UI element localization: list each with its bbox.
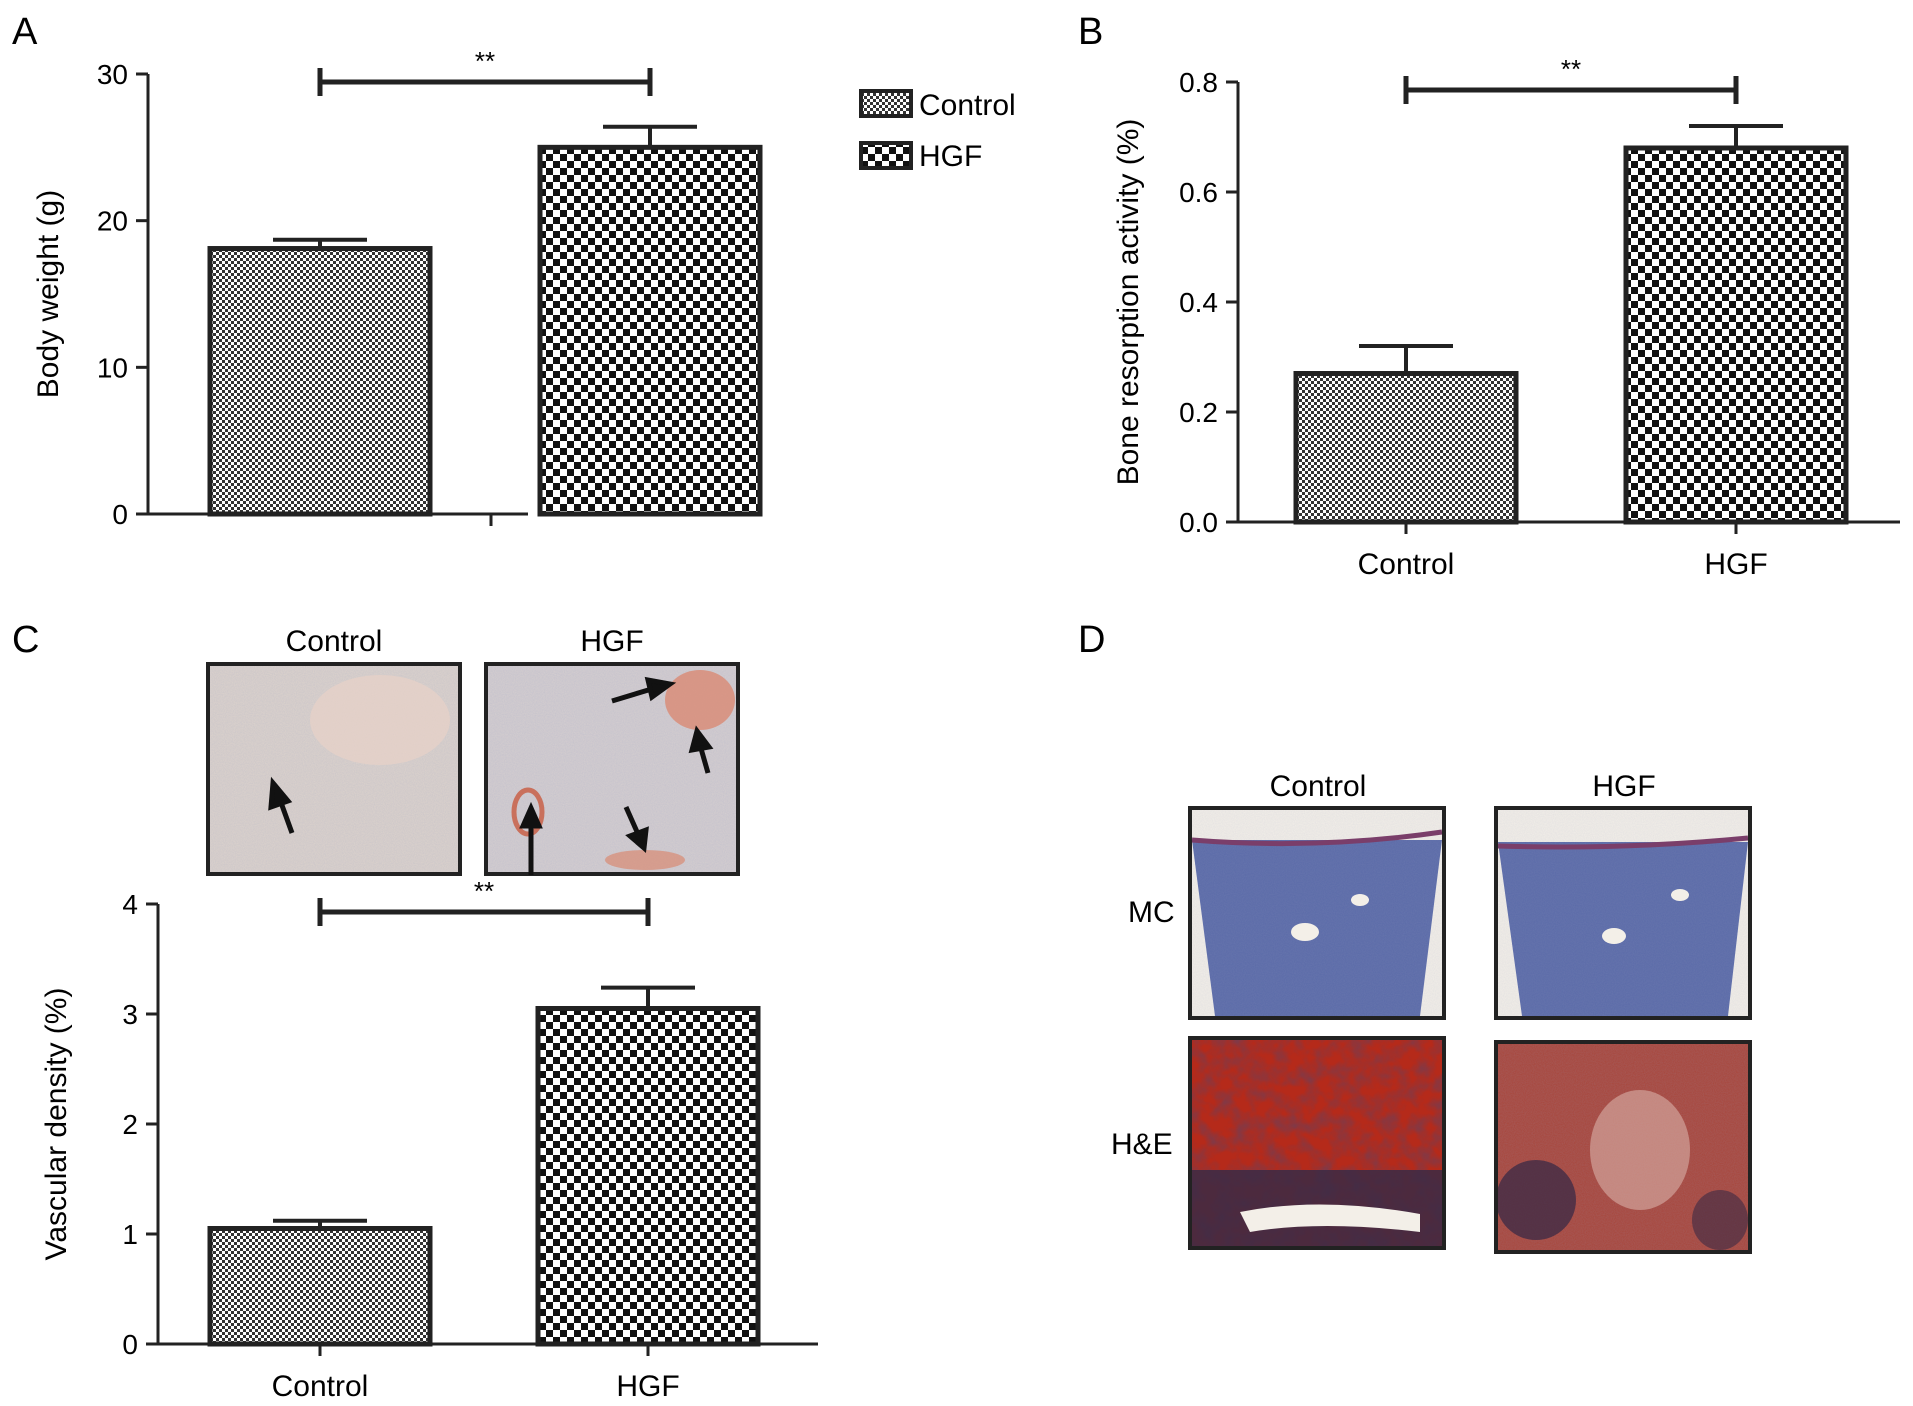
legend-swatch-control [859,89,913,118]
ihc-image-hgf [484,662,740,876]
legend: Control HGF [859,89,1016,173]
x-category-label: Control [272,1370,369,1403]
y-tick-label: 20 [97,206,128,237]
chart-vascular-density: 0 1 2 3 4 Vascular density (%) Control HGF ** [40,876,818,1403]
arrow-icon [519,676,714,875]
y-tick-label: 10 [97,352,128,383]
significance-label: ** [1561,54,1581,84]
column-title-hgf: HGF [1592,770,1655,803]
y-tick-label: 0.2 [1179,397,1218,428]
bar-hgf [537,144,763,517]
x-category-label: Control [1358,548,1455,581]
y-tick-label: 0.8 [1179,67,1218,98]
bar-hgf [535,1006,761,1347]
significance-label: ** [475,46,495,76]
y-tick-label: 3 [122,999,138,1030]
legend-label-hgf: HGF [919,140,982,173]
column-title-control: Control [1270,770,1367,803]
y-tick-label: 4 [122,889,138,920]
panel-label-b: B [1078,11,1103,53]
y-tick-label: 30 [97,59,128,90]
mc-image-control [1188,806,1446,1020]
y-tick-label: 0 [112,499,128,530]
significance-label: ** [474,876,494,906]
ihc-image-control [206,662,462,876]
y-axis-label: Vascular density (%) [40,988,73,1261]
y-axis-label: Bone resorption activity (%) [1112,119,1145,486]
y-tick-label: 1 [122,1219,138,1250]
y-tick-label: 0.0 [1179,507,1218,538]
chart-bone-resorption: 0.0 0.2 0.4 0.6 0.8 Bone resorption activity … [1112,54,1900,581]
chart-body-weight: 0 10 20 30 Body weight (g) ** [32,46,763,530]
panel-label-a: A [12,11,38,53]
x-category-label: HGF [1704,548,1767,581]
he-image-control [1188,1036,1446,1250]
y-tick-label: 2 [122,1109,138,1140]
y-tick-label: 0 [122,1329,138,1360]
legend-label-control: Control [919,89,1016,122]
arrow-icon [268,776,295,834]
panel-label-c: C [12,619,39,661]
he-image-hgf [1494,1040,1752,1254]
bar-hgf [1623,145,1849,525]
row-label-mc: MC [1128,896,1175,929]
y-tick-label: 0.6 [1179,177,1218,208]
x-category-label: HGF [616,1370,679,1403]
image-title-hgf: HGF [580,625,643,658]
row-label-he: H&E [1111,1128,1173,1161]
bar-control [207,246,433,517]
image-title-control: Control [286,625,383,658]
bar-control [1293,371,1519,525]
panel-label-d: D [1078,619,1105,661]
legend-swatch-hgf [859,141,913,170]
y-axis-label: Body weight (g) [32,190,65,398]
y-tick-label: 0.4 [1179,287,1218,318]
bar-control [207,1226,433,1347]
mc-image-hgf [1494,806,1752,1020]
